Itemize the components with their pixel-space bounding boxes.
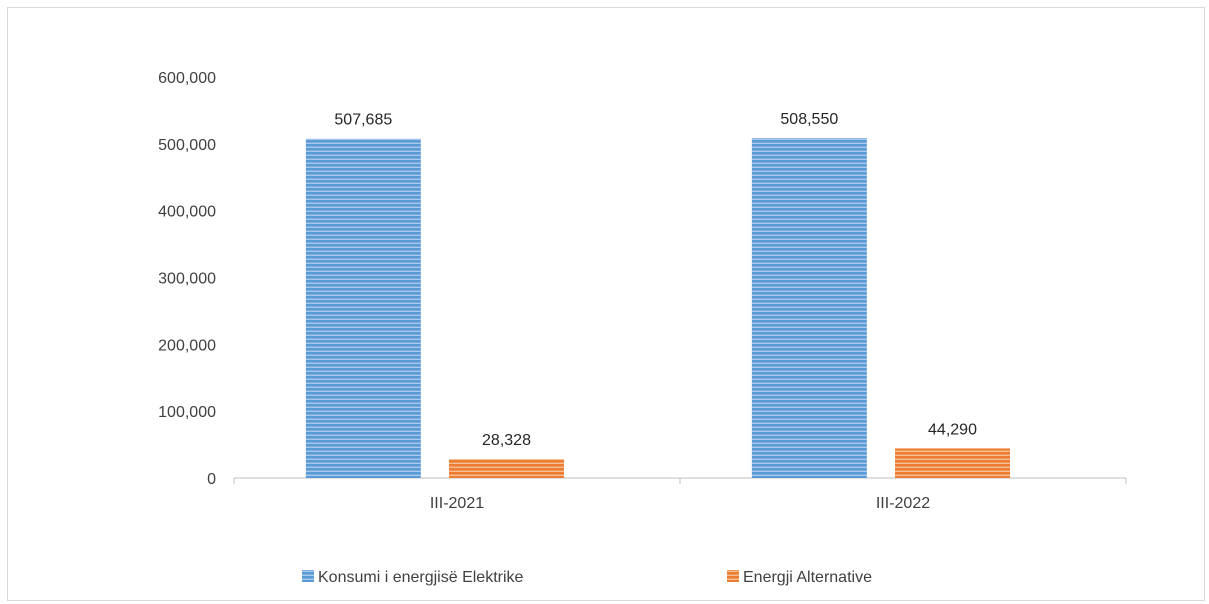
y-tick-label: 100,000 [158,404,216,421]
bar-series-2 [895,448,1011,478]
y-tick-label: 400,000 [158,204,216,221]
y-tick-label: 600,000 [158,70,216,87]
y-tick-label: 500,000 [158,137,216,154]
y-tick-label: 200,000 [158,337,216,354]
bar-series-2 [449,459,565,478]
data-label: 28,328 [482,432,531,449]
bar-series-1 [305,138,421,478]
legend-swatch [727,570,739,582]
bar-series-1 [751,138,867,478]
x-axis: III-2021 III-2022 [233,477,1127,512]
legend-label: Konsumi i energjisë Elektrike [318,569,524,586]
y-tick-label: 0 [207,471,216,488]
legend: Konsumi i energjisë Elektrike Energji Alt… [302,569,872,586]
data-label: 44,290 [928,421,977,438]
data-label: 507,685 [334,112,392,129]
bars [305,138,1011,478]
legend-label: Energji Alternative [743,569,872,586]
x-tick-label: III-2022 [876,495,930,512]
chart-frame [7,7,1205,601]
data-labels: 507,685 508,550 28,328 44,290 [334,111,977,449]
legend-swatch [302,570,314,582]
y-tick-label: 300,000 [158,271,216,288]
x-tick-label: III-2021 [430,495,484,512]
data-label: 508,550 [780,111,838,128]
y-axis: 0 100,000 200,000 300,000 400,000 500,000 600,… [158,70,216,488]
